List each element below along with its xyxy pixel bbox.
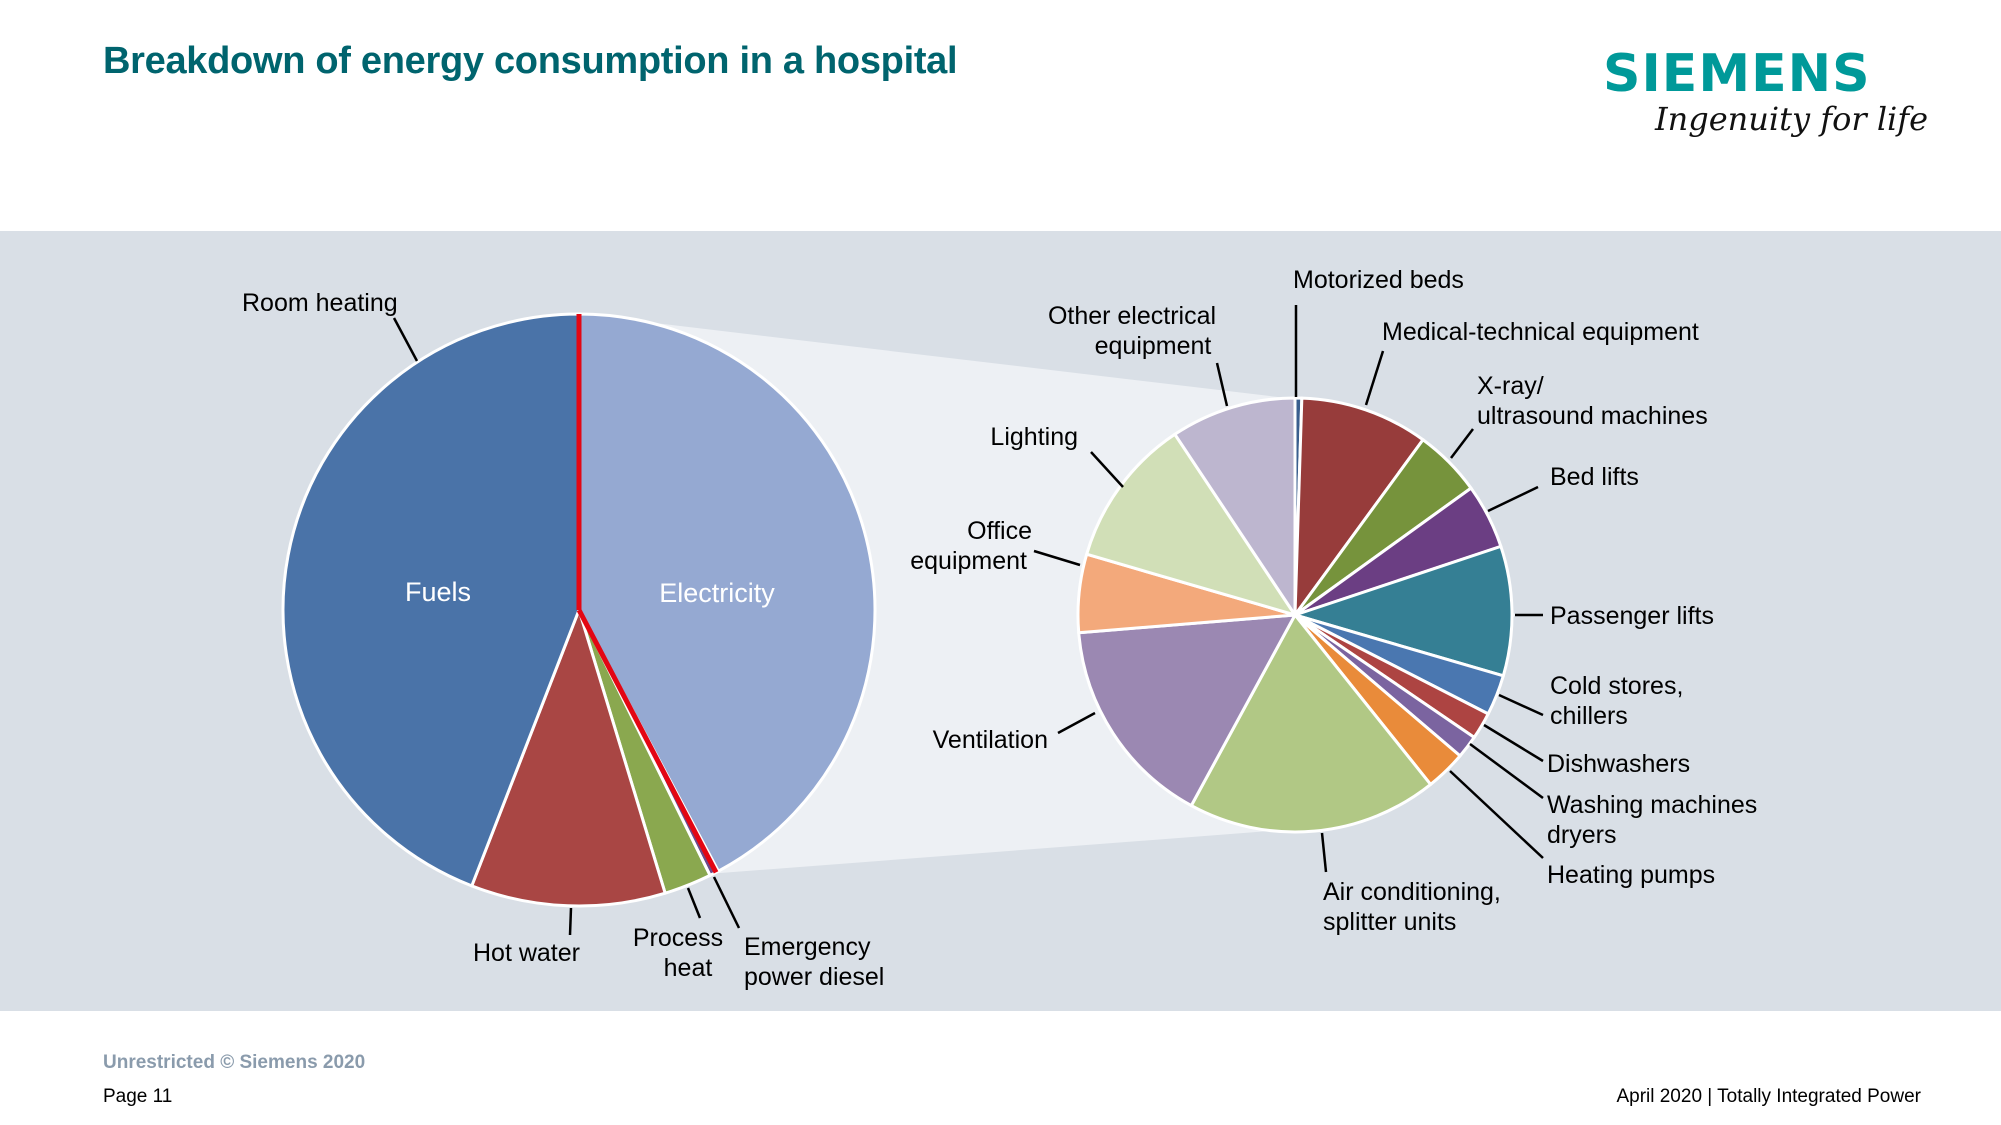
label-room-heating: Room heating (242, 289, 398, 317)
leader-room-heating (392, 317, 419, 362)
leader-bed-lifts (1487, 485, 1539, 513)
pie-slice-air-conditioning-splitter-units (1189, 613, 1433, 834)
label-xray-ultrasound: X-ray/ultrasound machines (1477, 372, 1708, 430)
label-bed-lifts: Bed lifts (1550, 463, 1639, 491)
pie-slice-room-heating (281, 312, 581, 888)
label-office-equipment: Office equipment (910, 517, 1032, 575)
footer-date-product: April 2020 | Totally Integrated Power (1616, 1086, 1921, 1107)
leader-dishwashers (1483, 723, 1544, 763)
highlight-edge-bottom (576, 608, 719, 874)
label-heating-pumps: Heating pumps (1547, 861, 1715, 889)
leader-lines (392, 305, 1544, 936)
leader-cold-stores (1498, 693, 1544, 717)
inner-label-electricity: Electricity (659, 578, 775, 608)
pie-slice-lighting (1085, 432, 1297, 617)
footer-page-number: Page 11 (103, 1086, 173, 1107)
pie-slice-hot-water (470, 608, 667, 908)
pie-slice-other-electrical-equipment (1173, 396, 1297, 617)
leader-medical-technical (1364, 350, 1385, 406)
leader-hot-water (568, 907, 573, 936)
leader-heating-pumps (1449, 770, 1544, 859)
label-lighting: Lighting (990, 423, 1078, 451)
leader-other-electrical (1215, 362, 1229, 407)
label-passenger-lifts: Passenger lifts (1550, 602, 1714, 630)
pie-slice-ventilation (1077, 613, 1297, 808)
label-emergency-diesel: Emergency power diesel (744, 933, 884, 991)
logo-wordmark: SIEMENS (1603, 44, 1871, 104)
label-dishwashers: Dishwashers (1547, 750, 1690, 778)
footer-copyright: Unrestricted © Siemens 2020 (103, 1052, 366, 1073)
leader-ventilation (1057, 711, 1096, 735)
leader-air-conditioning (1320, 832, 1328, 873)
leader-office (1033, 549, 1081, 567)
leader-washing (1469, 742, 1544, 800)
leader-xray (1450, 428, 1474, 459)
leader-process-heat (686, 887, 702, 919)
label-washing-machines: Washing machines dryers (1547, 791, 1757, 849)
label-motorized-beds: Motorized beds (1293, 266, 1464, 294)
inner-label-fuels: Fuels (405, 577, 471, 607)
label-air-conditioning: Air conditioning, splitter units (1323, 878, 1501, 936)
leader-emergency-diesel (712, 876, 741, 929)
label-medical-technical: Medical-technical equipment (1382, 318, 1699, 346)
label-cold-stores: Cold stores, chillers (1550, 672, 1683, 730)
leader-lighting (1090, 451, 1124, 488)
pie-slice-passenger-lifts (1293, 544, 1514, 678)
left-pie (281, 312, 877, 908)
page-title: Breakdown of energy consumption in a hos… (103, 40, 958, 82)
label-other-electrical: Other electrical equipment (1048, 302, 1216, 360)
label-ventilation: Ventilation (933, 726, 1048, 754)
right-pie (1076, 396, 1514, 834)
pie-slice-electricity (577, 312, 877, 873)
pie-slice-medical-technical-equipment (1293, 396, 1425, 617)
label-hot-water: Hot water (473, 939, 580, 967)
label-process-heat: Process heat (633, 924, 723, 982)
